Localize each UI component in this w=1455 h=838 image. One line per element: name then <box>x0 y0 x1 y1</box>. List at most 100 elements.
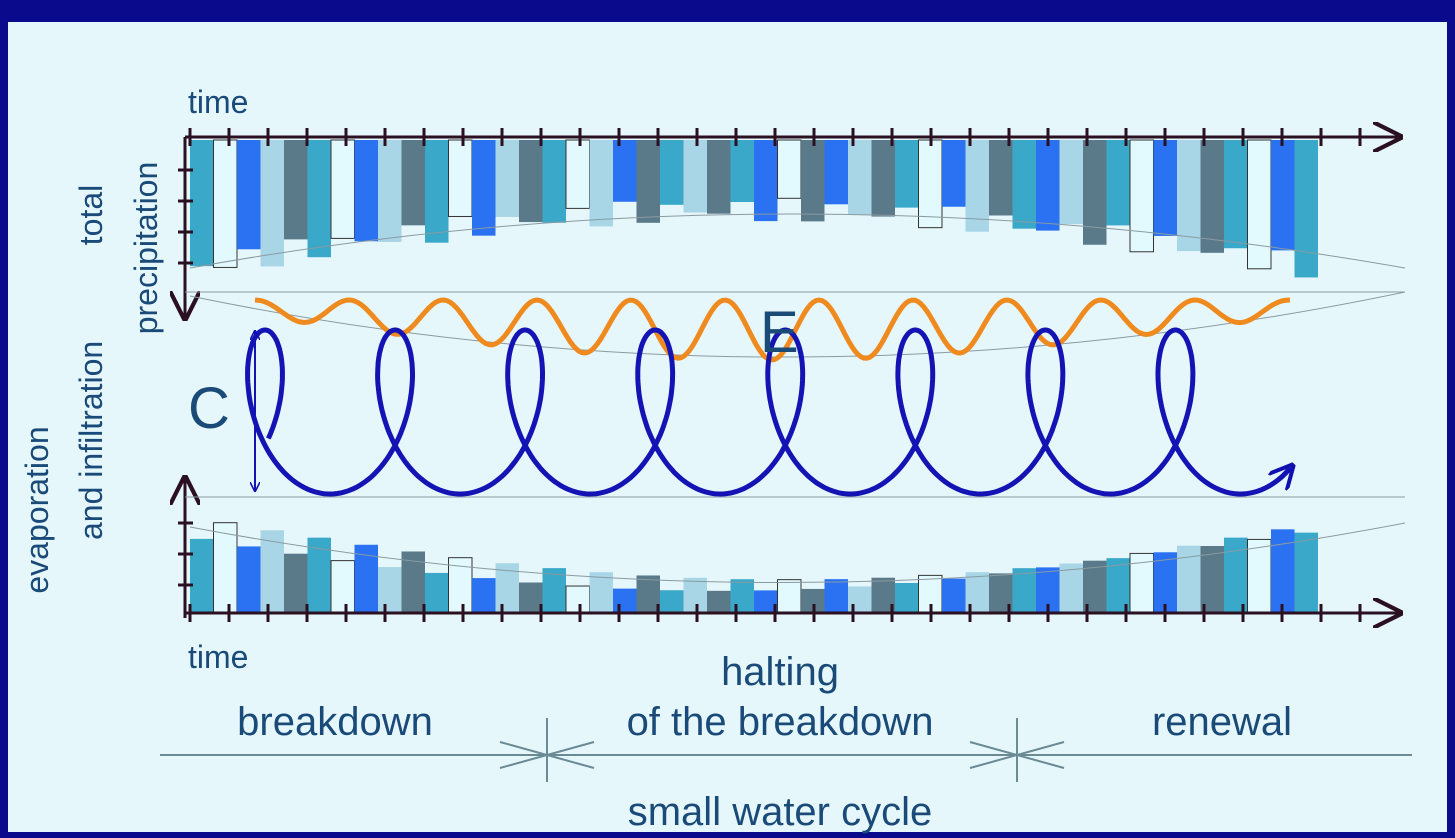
axis-label: and infiltration <box>73 341 109 540</box>
precip-bar <box>260 140 284 267</box>
precip-bar <box>895 140 919 208</box>
precip-bar <box>495 140 519 217</box>
evap-bar <box>1153 552 1177 613</box>
evap-bar <box>1200 545 1224 613</box>
evap-bar <box>260 530 284 613</box>
symbol-c: C <box>188 376 230 441</box>
precip-bar <box>777 139 802 199</box>
phase-label: breakdown <box>237 700 433 744</box>
evap-bar <box>636 575 660 613</box>
precip-bar <box>683 140 707 213</box>
evap-bar <box>1036 567 1060 613</box>
evap-bar <box>542 568 566 613</box>
circulation-loops <box>245 327 1291 497</box>
evap-bar <box>1083 560 1107 613</box>
evap-bar <box>1247 538 1272 614</box>
precip-bar <box>730 140 754 203</box>
evap-bar <box>1177 545 1201 613</box>
precip-bar <box>448 139 473 217</box>
precip-bar <box>542 140 566 223</box>
precip-bar <box>401 140 425 226</box>
evap-bar <box>401 551 425 613</box>
evap-bar <box>213 522 238 614</box>
trend-line <box>189 291 1406 358</box>
precip-bar <box>1083 140 1107 245</box>
evap-bar <box>989 573 1013 613</box>
evap-bar <box>472 578 496 613</box>
evap-bar <box>284 553 308 613</box>
evap-bar <box>237 546 261 613</box>
precip-bar <box>565 139 590 209</box>
evap-bar <box>425 572 449 613</box>
evap-bar <box>660 590 684 613</box>
precip-bar <box>871 140 895 217</box>
precip-bar <box>1012 140 1036 229</box>
precip-bar <box>237 140 261 250</box>
axis-label: time <box>188 84 248 120</box>
precip-bar <box>636 140 660 223</box>
precip-bar <box>989 140 1013 216</box>
evap-bar <box>871 577 895 613</box>
bars <box>190 139 1318 614</box>
precip-bar <box>589 140 613 227</box>
precip-bar <box>1177 140 1201 252</box>
precip-bar <box>354 140 378 242</box>
precip-bar <box>754 140 778 222</box>
axis-label: precipitation <box>128 162 164 335</box>
precip-bar <box>1106 140 1130 226</box>
evap-bar <box>965 572 989 613</box>
phase-label: renewal <box>1152 700 1292 744</box>
evap-bar <box>707 590 731 613</box>
evap-bar <box>1224 537 1248 613</box>
precip-bar <box>824 140 848 205</box>
trend-line <box>189 213 1406 269</box>
precip-bar <box>472 140 496 236</box>
precip-bar <box>425 140 449 243</box>
evap-bar <box>378 567 402 613</box>
precip-bar <box>1294 140 1318 278</box>
axis-label: total <box>73 185 109 245</box>
axis-label: time <box>188 639 248 675</box>
precip-bar <box>284 140 308 240</box>
symbol-e: E <box>760 300 799 365</box>
precip-bar <box>965 140 989 232</box>
evap-bar <box>777 579 802 614</box>
precip-bar <box>1200 140 1224 253</box>
precip-bar <box>707 140 731 214</box>
evap-bar <box>1012 568 1036 613</box>
evap-bar <box>801 588 825 613</box>
phase-label: halting <box>721 650 839 694</box>
evap-bar <box>1059 563 1083 613</box>
precip-bar <box>519 140 543 223</box>
axis-label: evaporation <box>19 426 55 593</box>
precip-bar <box>942 140 966 207</box>
evap-bar <box>942 578 966 613</box>
precip-bar <box>1247 139 1272 270</box>
evap-bar <box>354 544 378 613</box>
precip-bar <box>213 139 238 268</box>
evap-bar <box>895 583 919 613</box>
precip-bar <box>1036 140 1060 231</box>
evap-bar <box>1271 529 1295 613</box>
precip-bar <box>1271 140 1295 251</box>
evap-bar <box>330 560 355 614</box>
evap-bar <box>519 582 543 613</box>
evap-bar <box>824 579 848 613</box>
evap-bar <box>190 538 214 613</box>
evap-bar <box>307 537 331 613</box>
precip-bar <box>307 140 331 258</box>
precip-bar <box>1129 139 1154 253</box>
precip-bar <box>1153 140 1177 236</box>
evap-bar <box>1294 532 1318 613</box>
precip-bar <box>848 140 872 215</box>
phase-dividers <box>499 718 1065 782</box>
evap-bar <box>683 577 707 613</box>
evap-bar <box>754 590 778 613</box>
precip-bar <box>1059 140 1083 225</box>
precip-bar <box>190 140 214 267</box>
evaporation-wave <box>254 297 1291 363</box>
evap-bar <box>495 563 519 613</box>
precip-bar <box>660 140 684 205</box>
